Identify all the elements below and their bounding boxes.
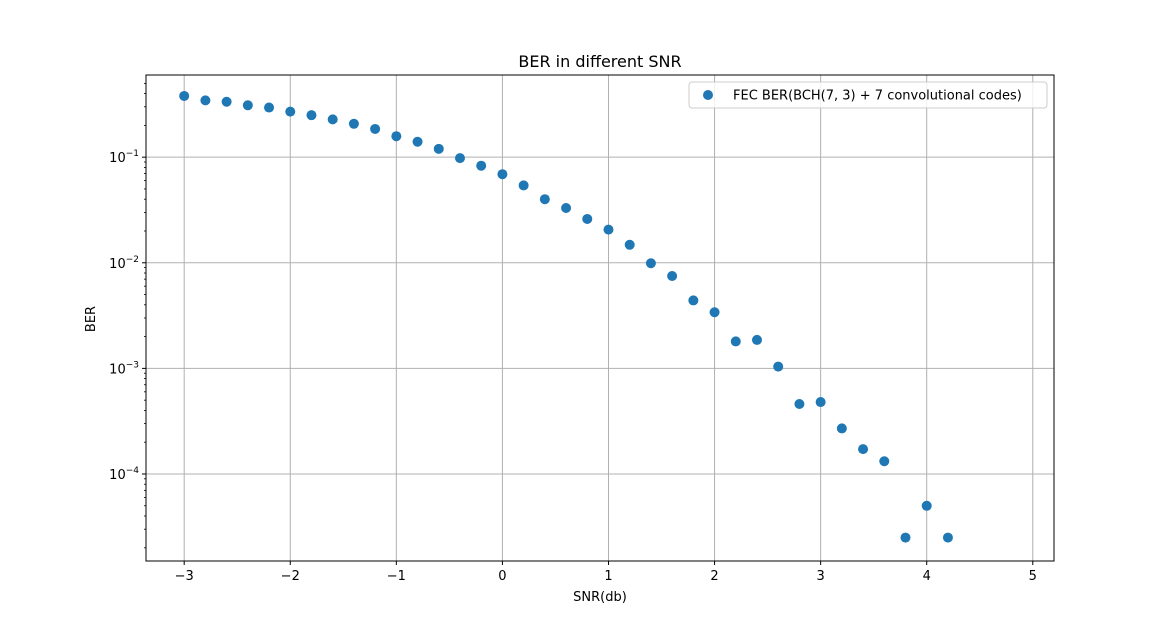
data-point (179, 90, 190, 101)
data-point (476, 160, 487, 171)
data-point (454, 153, 465, 164)
data-point (539, 194, 550, 205)
data-point (773, 361, 784, 372)
data-point (518, 180, 529, 191)
data-point (900, 532, 911, 543)
data-point (836, 423, 847, 434)
data-point (561, 203, 572, 214)
data-point (370, 123, 381, 134)
x-tick-label: 5 (1029, 569, 1037, 584)
data-point (285, 106, 296, 117)
data-point (624, 239, 635, 250)
data-point (242, 100, 253, 111)
data-points (179, 90, 953, 543)
legend-label: FEC BER(BCH(7, 3) + 7 convolutional code… (733, 89, 1022, 104)
data-point (815, 397, 826, 408)
data-point (751, 334, 762, 345)
legend: FEC BER(BCH(7, 3) + 7 convolutional code… (688, 81, 1048, 109)
x-tick-label: 1 (604, 569, 612, 584)
data-point (433, 143, 444, 154)
y-tick-label: 10−4 (109, 466, 139, 483)
data-point (306, 110, 317, 121)
data-point (327, 114, 338, 125)
legend-marker (703, 90, 713, 100)
y-tick-label: 10−3 (109, 360, 139, 377)
x-tick-label: −3 (175, 569, 194, 584)
x-tick-label: 3 (816, 569, 824, 584)
x-tick-label: −1 (387, 569, 406, 584)
data-point (942, 532, 953, 543)
chart-title: BER in different SNR (518, 52, 681, 71)
legend-box (688, 81, 1048, 109)
grid-lines (146, 75, 1054, 561)
data-point (858, 444, 869, 455)
y-tick-label: 10−2 (109, 255, 139, 272)
data-point (688, 295, 699, 306)
y-tick-label: 10−1 (109, 149, 139, 166)
data-point (645, 258, 656, 269)
data-point (794, 399, 805, 410)
data-point (879, 456, 890, 467)
data-point (348, 118, 359, 129)
data-point (497, 169, 508, 180)
data-point (730, 336, 741, 347)
x-tick-label: 4 (923, 569, 931, 584)
data-point (709, 307, 720, 318)
data-point (200, 95, 211, 106)
x-tick-label: −2 (281, 569, 300, 584)
y-axis-label: BER (84, 306, 99, 332)
y-axis-ticks: 10−1 10−2 10−3 10−4 (109, 82, 146, 549)
data-point (264, 102, 275, 113)
data-point (391, 131, 402, 142)
data-point (921, 500, 932, 511)
data-point (582, 213, 593, 224)
data-point (667, 270, 678, 281)
x-tick-label: 2 (710, 569, 718, 584)
x-axis-ticks: −3 −2 −1 0 1 2 3 4 5 (175, 561, 1037, 584)
data-point (221, 96, 232, 107)
x-tick-label: 0 (498, 569, 506, 584)
data-point (603, 224, 614, 235)
data-point (412, 136, 423, 147)
x-axis-label: SNR(db) (573, 590, 627, 605)
